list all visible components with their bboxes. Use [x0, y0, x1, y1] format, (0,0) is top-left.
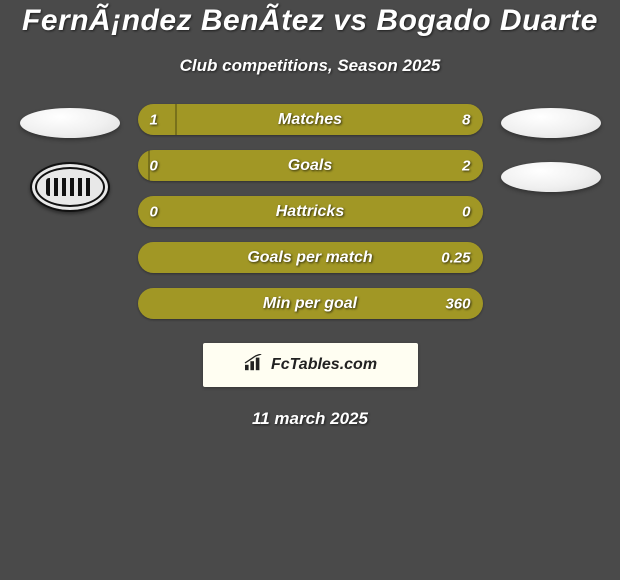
left-player-portrait	[20, 108, 120, 138]
stat-bar-right-seg	[175, 104, 482, 135]
stat-bar-left-seg	[138, 150, 148, 181]
source-badge-text: FcTables.com	[271, 356, 377, 374]
stat-bar: Min per goal360	[138, 288, 483, 319]
left-club-crest	[30, 162, 110, 212]
right-player-portrait	[501, 108, 601, 138]
stat-bar-right-seg	[138, 288, 483, 319]
page-title: FernÃ¡ndez BenÃ­tez vs Bogado Duarte	[0, 4, 620, 38]
stat-bars: Matches18 Goals02 Hattricks00 Goals per mat…	[138, 104, 483, 319]
bar-chart-icon	[243, 354, 265, 377]
stat-bar: Goals per match0.25	[138, 242, 483, 273]
stat-bar-right-seg	[148, 150, 483, 181]
date-label: 11 march 2025	[0, 409, 620, 429]
right-club-crest	[501, 162, 601, 192]
stat-bar: Hattricks00	[138, 196, 483, 227]
stat-bar-left-seg	[138, 104, 176, 135]
stat-bar-left-seg	[138, 196, 483, 227]
source-badge[interactable]: FcTables.com	[203, 343, 418, 387]
left-player-column	[20, 104, 120, 212]
stat-bar: Goals02	[138, 150, 483, 181]
page-subtitle: Club competitions, Season 2025	[0, 56, 620, 76]
stat-bar: Matches18	[138, 104, 483, 135]
right-player-column	[501, 104, 601, 192]
stat-bar-right-seg	[138, 242, 483, 273]
